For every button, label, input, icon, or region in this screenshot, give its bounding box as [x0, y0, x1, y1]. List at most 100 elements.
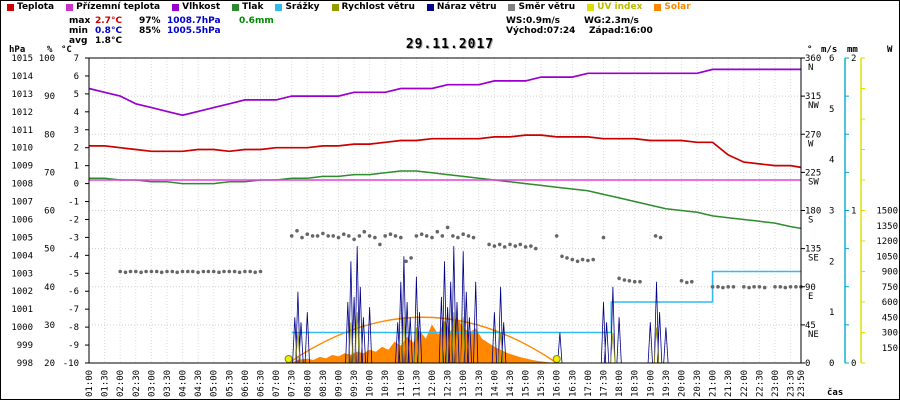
svg-text:-8: -8	[68, 323, 79, 333]
svg-text:20:00: 20:00	[677, 370, 687, 397]
svg-text:13:00: 13:00	[459, 370, 469, 397]
svg-text:23:30: 23:30	[787, 370, 797, 397]
svg-text:16:00: 16:00	[553, 370, 563, 397]
legend-swatch-icon	[275, 3, 283, 11]
svg-text:W: W	[808, 139, 814, 149]
stat-sunrise: Východ:07:24	[506, 26, 576, 36]
svg-text:40: 40	[44, 283, 55, 293]
stat-min-humidity: 85%	[139, 26, 161, 36]
legend-item-label: Směr větru	[518, 2, 576, 12]
svg-text:SE: SE	[808, 254, 819, 264]
svg-text:-10: -10	[63, 359, 79, 369]
svg-text:čas: čas	[827, 387, 843, 398]
svg-text:1004: 1004	[11, 251, 33, 261]
stat-wind-gust: WG:2.3m/s	[584, 16, 639, 26]
svg-text:13:30: 13:30	[475, 370, 485, 397]
legend-item-1: Přízemní teplota	[66, 2, 160, 12]
svg-text:10:30: 10:30	[381, 370, 391, 397]
svg-text:16:30: 16:30	[568, 370, 578, 397]
svg-text:15:00: 15:00	[522, 370, 532, 397]
svg-text:14:30: 14:30	[506, 370, 516, 397]
svg-text:1005: 1005	[11, 233, 33, 243]
svg-text:900: 900	[882, 268, 898, 278]
svg-text:23:00: 23:00	[771, 370, 781, 397]
legend-item-9: Solar	[654, 2, 691, 12]
x-axis-labels: 01:00 01:30 02:00 02:30 03:00 03:30 04:00 04:30…	[85, 370, 843, 398]
svg-text:W: W	[887, 45, 893, 55]
legend-item-6: Náraz větru	[426, 2, 496, 12]
svg-text:10:00: 10:00	[366, 370, 376, 397]
svg-text:150: 150	[882, 344, 898, 354]
legend-swatch-icon	[426, 3, 434, 11]
legend-item-8: UV index	[587, 2, 642, 12]
humidity-line	[88, 68, 801, 117]
svg-text:1: 1	[74, 162, 79, 172]
svg-text:SW: SW	[808, 177, 819, 187]
svg-text:18:00: 18:00	[615, 370, 625, 397]
plot-frame	[85, 57, 805, 364]
svg-text:01:00: 01:00	[85, 370, 95, 397]
svg-text:20:30: 20:30	[693, 370, 703, 397]
svg-text:02:00: 02:00	[116, 370, 126, 397]
svg-text:3: 3	[829, 207, 834, 217]
svg-text:45: 45	[805, 321, 816, 331]
stat-sunset: Západ:16:00	[589, 26, 653, 36]
svg-text:22:00: 22:00	[740, 370, 750, 397]
svg-text:180: 180	[805, 207, 821, 217]
svg-text:60: 60	[44, 207, 55, 217]
svg-text:22:30: 22:30	[755, 370, 765, 397]
svg-text:90: 90	[44, 92, 55, 102]
svg-text:1000: 1000	[11, 323, 33, 333]
svg-text:NE: NE	[808, 330, 819, 340]
legend-swatch-icon	[7, 3, 14, 11]
svg-text:3: 3	[74, 126, 79, 136]
svg-text:E: E	[808, 292, 813, 302]
stat-wind-speed: WS:0.9m/s	[506, 16, 560, 26]
svg-text:1006: 1006	[11, 215, 33, 225]
right-axis-labels: ° m/s mm W360N315NW270W225SW180S135SE90E45N…	[805, 45, 898, 369]
legend-swatch-icon	[232, 3, 240, 11]
svg-text:11:30: 11:30	[412, 370, 422, 397]
svg-text:08:00: 08:00	[303, 370, 313, 397]
pressure-line	[89, 170, 802, 230]
svg-text:20: 20	[44, 359, 55, 369]
svg-text:02:30: 02:30	[132, 370, 142, 397]
legend-item-3: Tlak	[232, 2, 263, 12]
stat-max-humidity: 97%	[139, 16, 161, 26]
svg-text:08:30: 08:30	[319, 370, 329, 397]
svg-text:12:00: 12:00	[428, 370, 438, 397]
svg-text:mm: mm	[847, 45, 858, 55]
svg-text:hPa: hPa	[9, 45, 25, 55]
svg-text:14:00: 14:00	[490, 370, 500, 397]
svg-text:300: 300	[882, 329, 898, 339]
stat-max-temp: 2.7°C	[95, 16, 123, 26]
svg-text:2: 2	[74, 144, 79, 154]
svg-text:5: 5	[829, 105, 834, 115]
svg-text:1350: 1350	[876, 222, 898, 232]
svg-text:06:30: 06:30	[257, 370, 267, 397]
svg-text:1002: 1002	[11, 287, 33, 297]
svg-text:09:30: 09:30	[350, 370, 360, 397]
legend-item-0: Teplota	[7, 2, 54, 12]
svg-text:1013: 1013	[11, 90, 33, 100]
svg-text:1014: 1014	[11, 72, 33, 82]
svg-text:315: 315	[805, 92, 821, 102]
svg-text:1050: 1050	[876, 252, 898, 262]
svg-text:30: 30	[44, 321, 55, 331]
svg-text:7: 7	[74, 54, 79, 64]
stat-avg-temp: 1.8°C	[95, 36, 123, 46]
svg-text:5: 5	[74, 90, 79, 100]
wind-speed-spikes	[295, 312, 660, 364]
svg-text:°C: °C	[61, 45, 72, 55]
legend-item-label: UV index	[597, 2, 643, 12]
left-axis-labels: hPa1015101410131012101110101009100810071…	[9, 45, 79, 369]
grid	[88, 58, 802, 363]
svg-text:03:30: 03:30	[163, 370, 173, 397]
svg-text:1010: 1010	[11, 144, 33, 154]
legend-item-label: Rychlost větru	[341, 2, 415, 12]
svg-text:1003: 1003	[11, 269, 33, 279]
legend-swatch-icon	[331, 3, 339, 11]
svg-text:450: 450	[882, 313, 898, 323]
svg-text:1200: 1200	[876, 237, 898, 247]
